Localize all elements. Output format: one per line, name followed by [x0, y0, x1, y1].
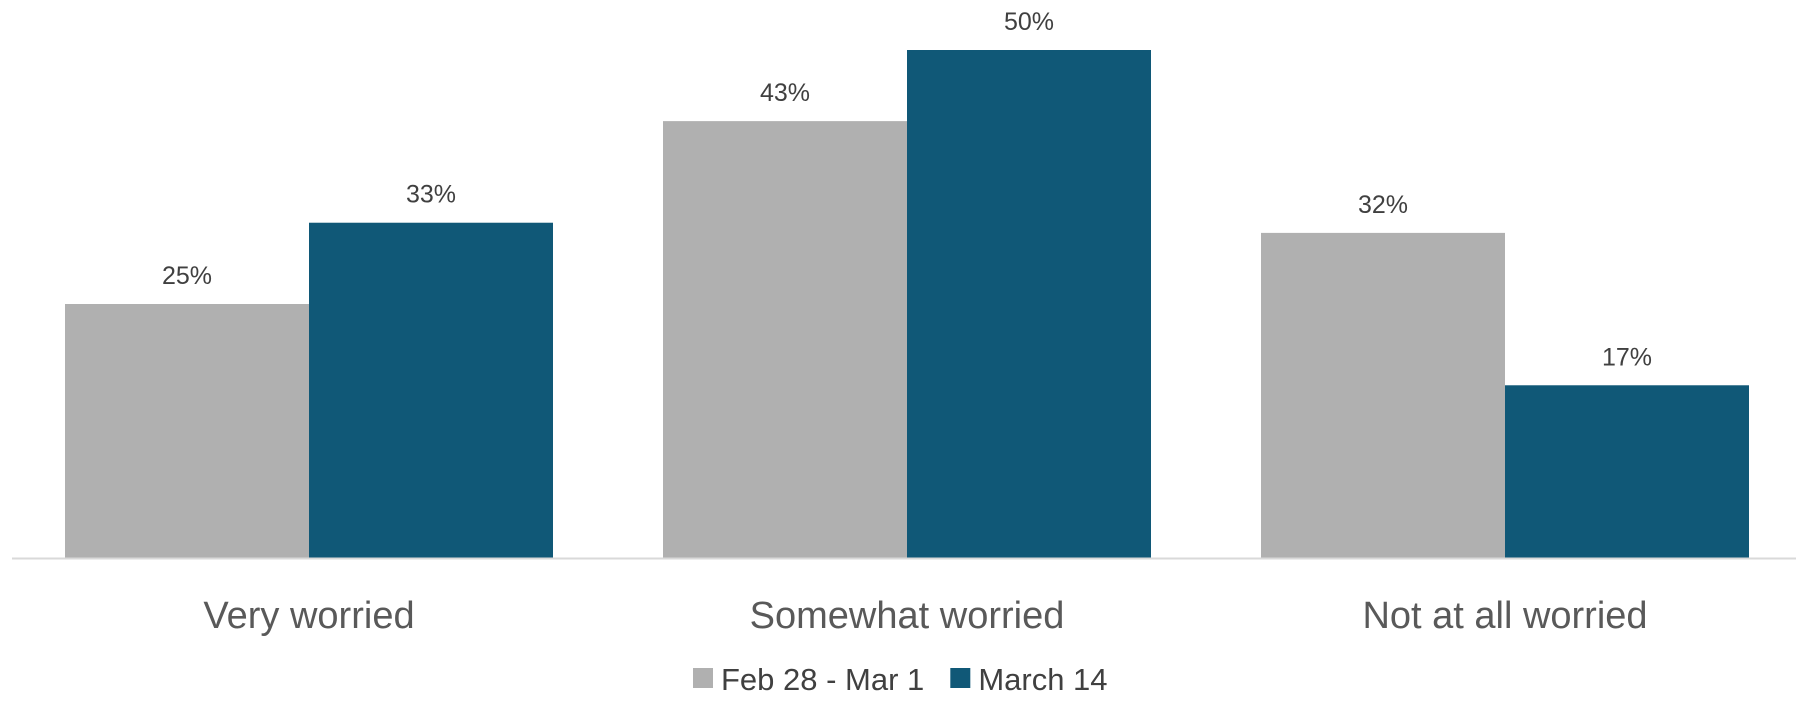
- bars-group: [65, 50, 1749, 559]
- bar-not-at-all-worried-series-2: [1505, 385, 1749, 558]
- data-labels-group: 25% 33% 43% 50% 32% 17%: [162, 8, 1652, 371]
- data-label: 25%: [162, 262, 212, 290]
- bar-very-worried-series-1: [65, 304, 309, 558]
- bar-somewhat-worried-series-1: [663, 121, 907, 559]
- category-label: Very worried: [203, 595, 414, 637]
- legend-label-series-2: March 14: [978, 662, 1107, 697]
- category-label: Somewhat worried: [750, 595, 1065, 637]
- legend-label-series-1: Feb 28 - Mar 1: [721, 662, 924, 697]
- legend-swatch-series-2: [950, 668, 971, 688]
- data-label: 50%: [1004, 8, 1054, 36]
- category-label: Not at all worried: [1362, 595, 1647, 637]
- bar-not-at-all-worried-series-1: [1261, 232, 1505, 558]
- data-label: 33%: [406, 181, 456, 209]
- bar-somewhat-worried-series-2: [907, 50, 1151, 558]
- data-label: 17%: [1602, 343, 1652, 371]
- data-label: 32%: [1358, 191, 1408, 219]
- category-labels-group: Very worried Somewhat worried Not at all w…: [203, 595, 1647, 637]
- legend-swatch-series-1: [693, 668, 713, 688]
- data-label: 43%: [760, 79, 810, 107]
- legend: Feb 28 - Mar 1 March 14: [693, 662, 1108, 697]
- bar-very-worried-series-2: [309, 222, 553, 558]
